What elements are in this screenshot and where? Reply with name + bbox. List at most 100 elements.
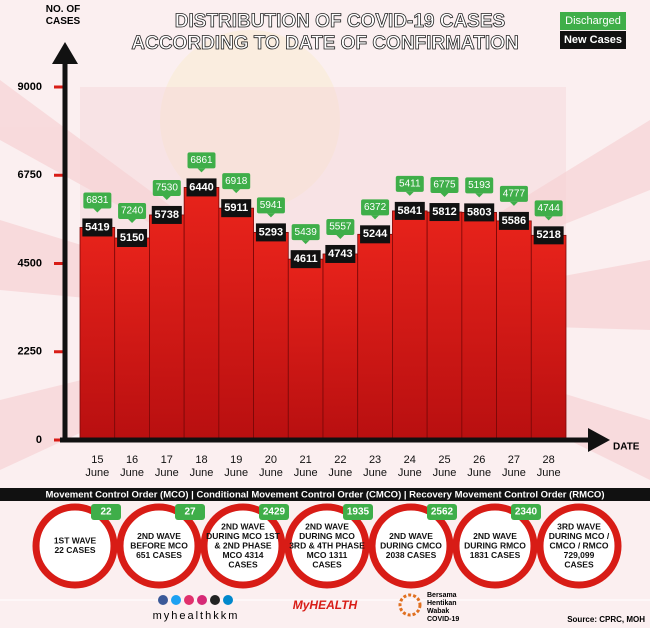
value-label: 5218 [536,229,560,241]
wave-text: & 2ND PHASE [214,540,271,550]
value-label: 5244 [363,228,388,240]
wave-badge-text: 27 [184,507,196,518]
wave-badge [175,504,205,520]
discharged-label-box [291,224,320,241]
bar [79,227,116,441]
wave-badge-text: 1935 [347,507,370,518]
discharged-label-box [222,173,251,190]
x-tick-box: 24 June [398,454,422,479]
value-label: 5150 [120,232,144,244]
wave-text: 2ND WAVE [389,531,433,541]
value-label-box [464,203,495,222]
value-label: 5293 [259,226,283,238]
wave-badge [259,504,289,520]
x-tick-box: 22 June [328,454,352,479]
bar [426,211,463,441]
wave-text: 729,099 [564,550,595,560]
wave-text: 2ND WAVE [473,531,517,541]
y-axis-title: NO. OF CASES [45,4,81,27]
x-axis-arrow [588,428,610,452]
value-label: 5911 [224,202,248,214]
x-tick-box: 21 June [294,454,318,479]
x-tick-label: 15 June [85,454,110,479]
campaign-text: COVID-19 [427,616,459,623]
wave-badge [343,504,373,520]
wave-text: 3RD & 4TH PHASE [289,540,365,550]
wave-ring [452,503,538,589]
campaign-text: Hentikan [427,600,457,607]
value-label-box [325,244,356,263]
wave-text: MCO 1311 [307,550,348,560]
discharged-label-box [534,200,563,217]
value-label: 4743 [328,248,352,260]
discharged-pointer [162,195,171,200]
wave-text: 2ND WAVE [137,531,181,541]
y-tick-label: 4500 [18,257,42,269]
discharged-label-box [465,177,494,194]
x-tick-box: 18 June [189,454,214,479]
wave-text: MCO 4314 [222,550,263,560]
discharged-label-box [395,175,424,192]
value-label-box [290,250,321,269]
x-tick-box: 25 June [432,454,457,479]
x-tick-box: 27 June [502,454,526,479]
x-tick-box: 28 June [536,454,561,479]
x-tick-label: 20 June [258,454,283,479]
x-tick-label: 18 June [189,454,214,479]
discharged-pointer [266,213,275,218]
discharged-label: 6861 [190,155,213,166]
title-line: ACCORDING TO DATE OF CONFIRMATION [131,33,518,54]
wave-text: DURING RMCO [464,540,526,550]
discharged-label: 5411 [399,179,421,190]
handle: myhealthkkm [153,610,240,622]
bar [253,231,289,441]
discharged-label: 6831 [86,195,109,206]
wave-text: 1ST WAVE [54,536,97,546]
wave-ring [116,503,202,589]
discharged-label-box [430,177,459,194]
wave-ring [368,503,454,589]
wave-text: CASES [564,559,594,569]
discharged-label: 5557 [329,222,352,233]
discharged-label: 6918 [225,176,248,187]
value-label: 5738 [155,209,179,221]
wave-ring [200,503,286,589]
wave-text: DURING MCO 1ST [206,531,280,541]
wave-badge-text: 2562 [431,507,454,518]
x-axis-title: DATE [613,442,640,453]
x-tick-label: 17 June [154,454,179,479]
wave-ring [32,503,118,589]
discharged-pointer [371,215,380,220]
x-tick-label: 23 June [363,454,387,479]
bar [149,214,185,441]
banner [0,488,650,501]
wave-badge [427,504,457,520]
x-tick-label: 28 June [536,454,561,479]
wave-text: DURING MCO [299,531,355,541]
wave-text: BEFORE MCO [130,540,188,550]
wave-badge [511,504,541,520]
source: Source: CPRC, MOH [567,615,645,624]
value-label-box [255,223,286,242]
value-label: 5812 [432,206,456,218]
discharged-label-box [499,185,528,202]
wave-text: 2ND WAVE [221,521,265,531]
wave-text: 3RD WAVE [557,521,601,531]
discharged-pointer [232,189,241,194]
value-label: 5841 [398,205,422,217]
x-tick-box: 15 June [85,454,110,479]
discharged-label-box [361,199,390,216]
brand: MyHEALTH [293,598,358,612]
discharged-label-box [326,218,355,235]
discharged-label-box [187,152,216,169]
discharged-label: 5193 [468,180,491,191]
discharged-pointer [440,193,449,198]
x-tick-label: 25 June [432,454,457,479]
x-tick-label: 26 June [467,454,492,479]
bar [461,211,497,441]
wave-text: 2ND WAVE [305,521,349,531]
y-tick-label: 2250 [18,346,42,358]
x-tick-box: 20 June [258,454,283,479]
bar [114,237,150,441]
